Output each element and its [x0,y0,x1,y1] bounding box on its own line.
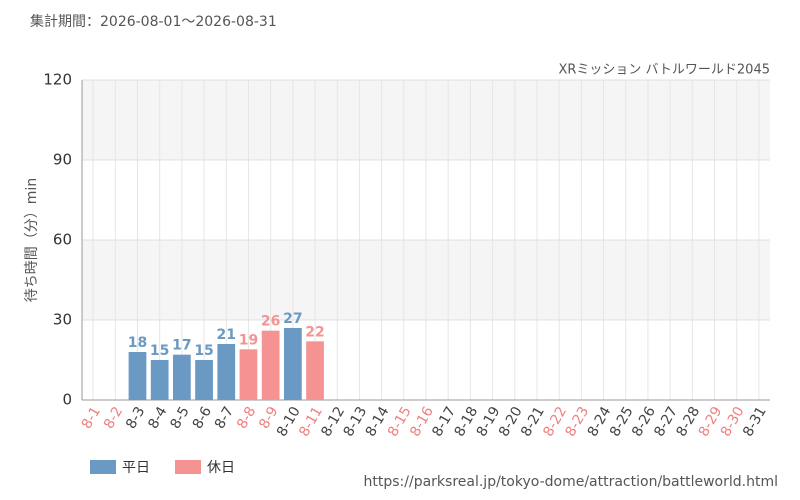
y-axis-label: 待ち時間（分）min [24,178,40,302]
x-tick-label: 8-6 [190,404,215,432]
value-label: 15 [150,343,169,359]
x-tick-label: 8-8 [234,404,259,432]
legend-swatch [175,460,201,474]
bar [283,328,302,400]
bar [172,354,191,400]
bar [217,344,236,400]
x-tick-label: 8-4 [145,404,170,432]
y-tick-label: 30 [53,311,72,329]
legend-label: 休日 [207,460,235,476]
source-url: https://parksreal.jp/tokyo-dome/attracti… [364,474,778,490]
chart-title: XRミッション バトルワールド2045 [558,63,770,78]
x-tick-label: 8-3 [123,404,148,432]
value-label: 18 [128,335,147,351]
y-tick-label: 120 [43,71,72,89]
value-label: 21 [217,327,236,343]
value-label: 22 [305,324,324,340]
legend-swatch [90,460,116,474]
y-tick-label: 0 [62,391,72,409]
bar [195,360,213,400]
bar [150,360,169,400]
legend-label: 平日 [122,460,150,476]
x-tick-label: 8-31 [740,404,770,440]
x-tick-label: 8-1 [79,404,104,432]
bar [261,330,280,400]
y-tick-label: 60 [53,231,72,249]
chart-subtitle: 集計期間：2026-08-01～2026-08-31 [30,13,277,30]
value-label: 15 [194,343,213,359]
value-label: 26 [261,314,280,330]
x-tick-label: 8-5 [168,404,193,432]
bar [306,341,324,400]
value-label: 17 [172,338,191,354]
value-label: 19 [239,332,258,348]
value-label: 27 [283,311,302,327]
x-tick-label: 8-2 [101,404,126,432]
bar [239,349,258,400]
x-tick-label: 8-7 [212,404,237,432]
bar [128,352,147,400]
y-tick-label: 90 [53,151,72,169]
